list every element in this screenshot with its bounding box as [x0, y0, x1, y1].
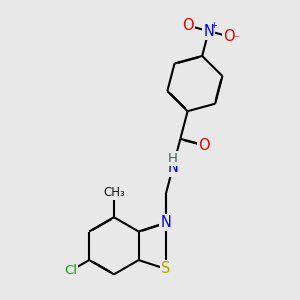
Text: N: N [160, 215, 171, 230]
Text: CH₃: CH₃ [103, 186, 125, 200]
Text: N: N [203, 24, 214, 39]
Text: +: + [210, 21, 217, 30]
Text: ⁻: ⁻ [234, 34, 239, 44]
Text: O: O [224, 29, 235, 44]
Text: S: S [161, 261, 170, 276]
Text: O: O [182, 18, 194, 33]
Text: H: H [168, 152, 178, 165]
Text: N: N [168, 160, 178, 175]
Text: Cl: Cl [64, 264, 77, 277]
Text: O: O [198, 137, 210, 152]
